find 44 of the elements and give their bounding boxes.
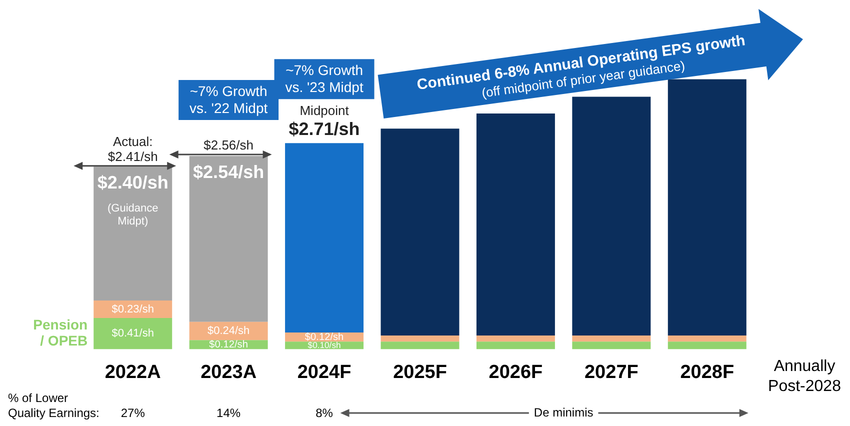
- total-label: $2.71/sh: [288, 119, 360, 140]
- text: 14%: [216, 406, 241, 420]
- bar: [94, 166, 172, 301]
- bar: [285, 143, 364, 332]
- text: % of Lower Quality Earnings:: [8, 391, 100, 420]
- data-label: $0.24/sh: [207, 324, 250, 337]
- data-label: $0.23/sh: [112, 303, 154, 316]
- x-tick-label: 2024F: [297, 362, 352, 383]
- text: De minimis: [534, 405, 594, 420]
- x-tick-label: 2028F: [680, 362, 734, 383]
- annotation: Actual: $2.41/sh: [108, 134, 158, 164]
- x-tick-label: 2025F: [393, 362, 447, 383]
- bar: [572, 336, 651, 342]
- bar: [94, 318, 172, 350]
- text: 27%: [120, 406, 146, 420]
- annotation: ~7% Growth vs. '22 Midpt: [189, 82, 268, 116]
- bar: [668, 342, 746, 350]
- text: Annually Post-2028: [768, 358, 842, 396]
- arrow: Continued 6-8% Annual Operating EPS growth (off midpoint of prior year guidance): [378, 8, 803, 118]
- annotation: Midpoint: [300, 103, 350, 118]
- bar: [476, 336, 555, 342]
- x-tick-label: 2023A: [200, 362, 257, 383]
- bar: [380, 128, 460, 336]
- bar: [380, 342, 460, 350]
- bar: [476, 113, 555, 336]
- series-label: Pension / OPEB: [33, 316, 88, 348]
- bar: [668, 79, 746, 336]
- x-tick-label: 2022A: [104, 362, 162, 383]
- bar: [476, 342, 555, 350]
- bar: [572, 96, 651, 336]
- bar: [189, 156, 268, 322]
- total-label: $2.54/sh: [193, 162, 264, 182]
- x-tick-label: 2026F: [488, 362, 543, 383]
- annotation: (Guidance Midpt): [107, 202, 158, 228]
- bar: [668, 336, 746, 342]
- total-label: $2.40/sh: [97, 172, 168, 193]
- annotation: ~7% Growth vs. '23 Midpt: [285, 62, 364, 95]
- text: 8%: [316, 406, 334, 420]
- data-label: $0.12/sh: [209, 339, 248, 350]
- bar: [380, 336, 460, 342]
- bar: [572, 342, 651, 350]
- x-tick-label: 2027F: [584, 362, 638, 383]
- data-label: $0.41/sh: [112, 328, 154, 340]
- annotation: $2.56/sh: [204, 138, 254, 153]
